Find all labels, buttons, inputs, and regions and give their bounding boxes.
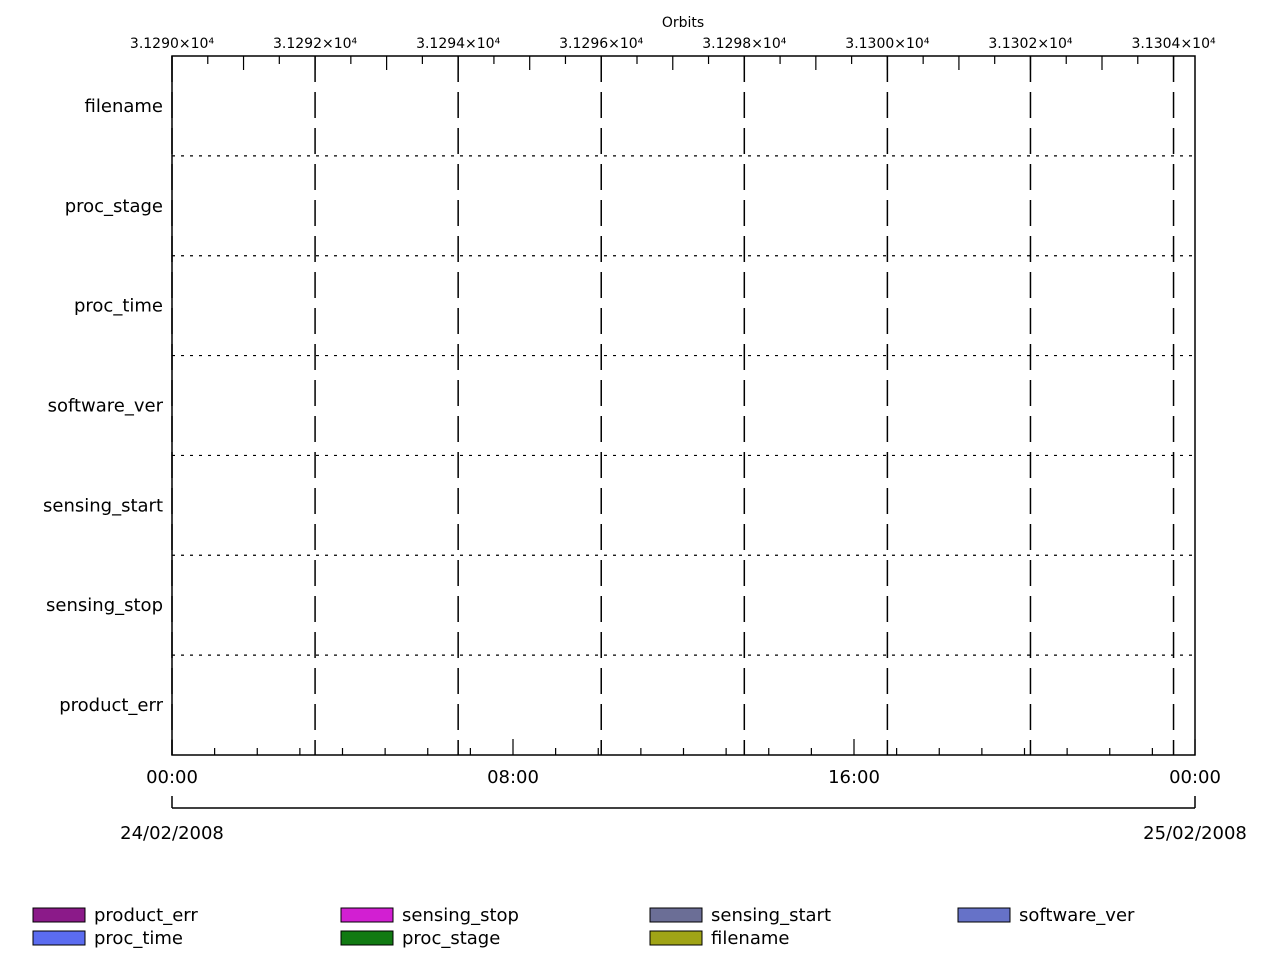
legend-label: sensing_stop xyxy=(402,905,519,926)
legend-swatch xyxy=(32,907,86,923)
legend-swatch xyxy=(649,930,703,946)
top-axis-label: Orbits xyxy=(662,15,704,31)
legend-swatch xyxy=(32,930,86,946)
top-tick-label: 3.1294×10⁴ xyxy=(416,36,501,52)
row-label: filename xyxy=(85,96,163,117)
legend-label: proc_time xyxy=(94,928,183,949)
legend-label: proc_stage xyxy=(402,928,500,949)
bottom-tick-label: 00:00 xyxy=(1169,767,1221,788)
top-tick-label: 3.1292×10⁴ xyxy=(273,36,358,52)
legend-label: filename xyxy=(711,928,789,949)
top-tick-label: 3.1296×10⁴ xyxy=(559,36,644,52)
legend-label: product_err xyxy=(94,905,198,926)
legend-swatch xyxy=(340,907,394,923)
top-tick-label: 3.1302×10⁴ xyxy=(988,36,1073,52)
legend-swatch xyxy=(649,907,703,923)
legend: product_err sensing_stop sensing_start soft… xyxy=(32,905,1135,949)
grid-layer xyxy=(171,56,1195,755)
row-label: sensing_stop xyxy=(46,595,163,616)
bottom-axis: 00:00 08:00 16:00 00:00 xyxy=(146,739,1221,809)
top-tick-label: 3.1298×10⁴ xyxy=(702,36,787,52)
plot-frame xyxy=(171,55,1196,756)
legend-label: sensing_start xyxy=(711,905,831,926)
row-label: software_ver xyxy=(48,396,164,417)
top-axis: 3.1290×10⁴ 3.1292×10⁴ 3.1294×10⁴ 3.1296×10⁴… xyxy=(130,36,1216,70)
legend-swatch xyxy=(957,907,1011,923)
top-tick-label: 3.1300×10⁴ xyxy=(845,36,930,52)
row-labels: filename proc_stage proc_time software_vers… xyxy=(43,96,164,716)
legend-label: software_ver xyxy=(1019,905,1135,926)
top-tick-label: 3.1304×10⁴ xyxy=(1131,36,1216,52)
bottom-tick-label: 08:00 xyxy=(487,767,539,788)
end-date-label: 25/02/2008 xyxy=(1143,823,1247,844)
start-date-label: 24/02/2008 xyxy=(120,823,224,844)
row-label: proc_stage xyxy=(65,196,163,217)
bottom-tick-label: 16:00 xyxy=(828,767,880,788)
row-label: product_err xyxy=(59,695,163,716)
row-label: proc_time xyxy=(74,296,163,317)
legend-swatch xyxy=(340,930,394,946)
bottom-tick-label: 00:00 xyxy=(146,767,198,788)
top-tick-label: 3.1290×10⁴ xyxy=(130,36,215,52)
row-label: sensing_start xyxy=(43,495,163,516)
